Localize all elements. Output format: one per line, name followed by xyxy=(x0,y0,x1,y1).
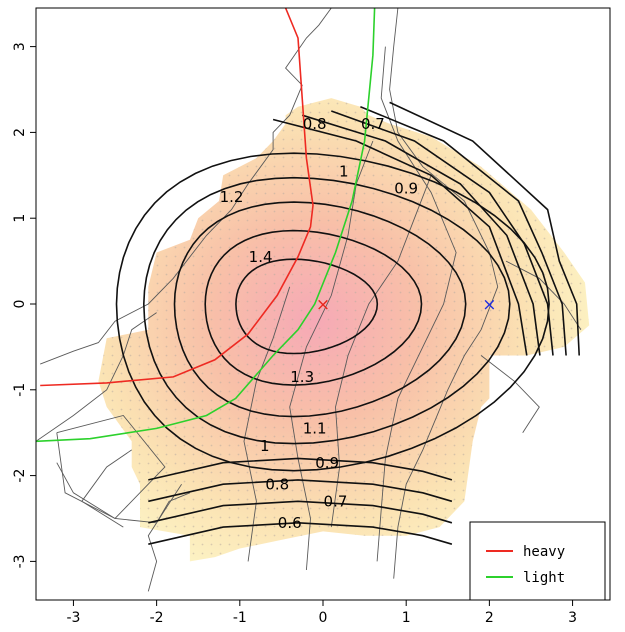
contour-label-0: 1.4 xyxy=(249,248,273,266)
marker-0: × xyxy=(316,295,330,315)
y-tick-label: 2 xyxy=(12,128,28,137)
heatmap-region xyxy=(98,98,590,562)
contour-label-10: 0.7 xyxy=(361,115,385,133)
coast-trace-4 xyxy=(147,483,182,592)
markers: × × xyxy=(316,295,497,315)
series-line-heavy xyxy=(40,8,314,387)
coast-trace-8 xyxy=(330,175,432,528)
contour-ring-1-4 xyxy=(235,258,379,355)
contour-arc-low-0-6 xyxy=(148,521,453,545)
coast-trace-10 xyxy=(480,355,540,433)
legend-label-heavy: heavy xyxy=(523,544,565,560)
contour-label-3: 1.1 xyxy=(303,420,327,438)
coast-trace-1 xyxy=(36,312,157,442)
contour-label-1: 1.3 xyxy=(290,368,314,386)
contour-ring-1-1 xyxy=(142,176,511,445)
legend-box xyxy=(469,521,606,601)
contour-label-5: 0.9 xyxy=(315,454,339,472)
y-tick-label: 3 xyxy=(12,42,28,51)
x-tick-label: -2 xyxy=(150,610,164,626)
coast-trace-2 xyxy=(56,462,191,524)
y-tick-label: 0 xyxy=(12,300,28,309)
series-line-light xyxy=(36,8,376,443)
x-tick-label: 2 xyxy=(485,610,494,626)
x-tick-label: 1 xyxy=(402,610,411,626)
contour-labels: 1.4 1.3 1.2 1.1 1 0.9 0.8 0.7 0.6 0.8 0.7 1 0.9 xyxy=(220,115,419,532)
contour-arc-low-0-7 xyxy=(148,500,453,524)
y-tick-label: 1 xyxy=(12,214,28,223)
contour-ring-1 xyxy=(115,152,550,472)
coast-trace-7 xyxy=(289,140,374,571)
contour-arc-high-2 xyxy=(331,110,554,356)
marker-1: × xyxy=(482,295,496,315)
axes: -3 -2 -1 0 1 2 3 -3 -2 -1 0 1 2 3 xyxy=(12,42,577,626)
contour-arc-low-0-9 xyxy=(148,457,453,481)
contour-arc-high-1 xyxy=(301,114,541,356)
legend: heavy light xyxy=(469,521,606,601)
contour-label-7: 0.7 xyxy=(324,493,348,511)
coast-trace-6 xyxy=(376,46,457,562)
contour-label-12: 0.9 xyxy=(394,179,418,197)
contour-label-2: 1.2 xyxy=(220,188,244,206)
x-tick-label: -3 xyxy=(66,610,80,626)
y-tick-label: -1 xyxy=(12,383,28,397)
series-lines xyxy=(36,8,376,443)
harbor-outline xyxy=(56,414,166,520)
coast-trace-11 xyxy=(505,260,582,330)
x-tick-label: 3 xyxy=(568,610,577,626)
y-tick-label: -2 xyxy=(12,469,28,483)
contour-arc-high-3 xyxy=(360,105,567,356)
contour-arc-high-4 xyxy=(389,101,580,356)
grid-dots xyxy=(98,98,590,562)
contour-label-8: 0.6 xyxy=(278,514,302,532)
x-tick-label: 0 xyxy=(319,610,328,626)
contour-ring-1-3 xyxy=(204,229,423,386)
contour-label-11: 1 xyxy=(339,162,349,180)
coast-trace-3 xyxy=(81,449,132,528)
contour-arc-high-0 xyxy=(272,118,528,356)
contour-label-9: 0.8 xyxy=(303,115,327,133)
coast-trace-0 xyxy=(40,8,332,365)
y-tick-label: -3 xyxy=(12,554,28,568)
legend-label-light: light xyxy=(523,570,565,586)
contour-arc-low-0-8 xyxy=(148,479,453,503)
x-tick-label: -1 xyxy=(233,610,247,626)
contour-label-6: 0.8 xyxy=(265,475,289,493)
contour-label-4: 1 xyxy=(260,437,270,455)
contour-lines xyxy=(115,101,580,545)
contour-ring-1-2 xyxy=(173,201,467,418)
